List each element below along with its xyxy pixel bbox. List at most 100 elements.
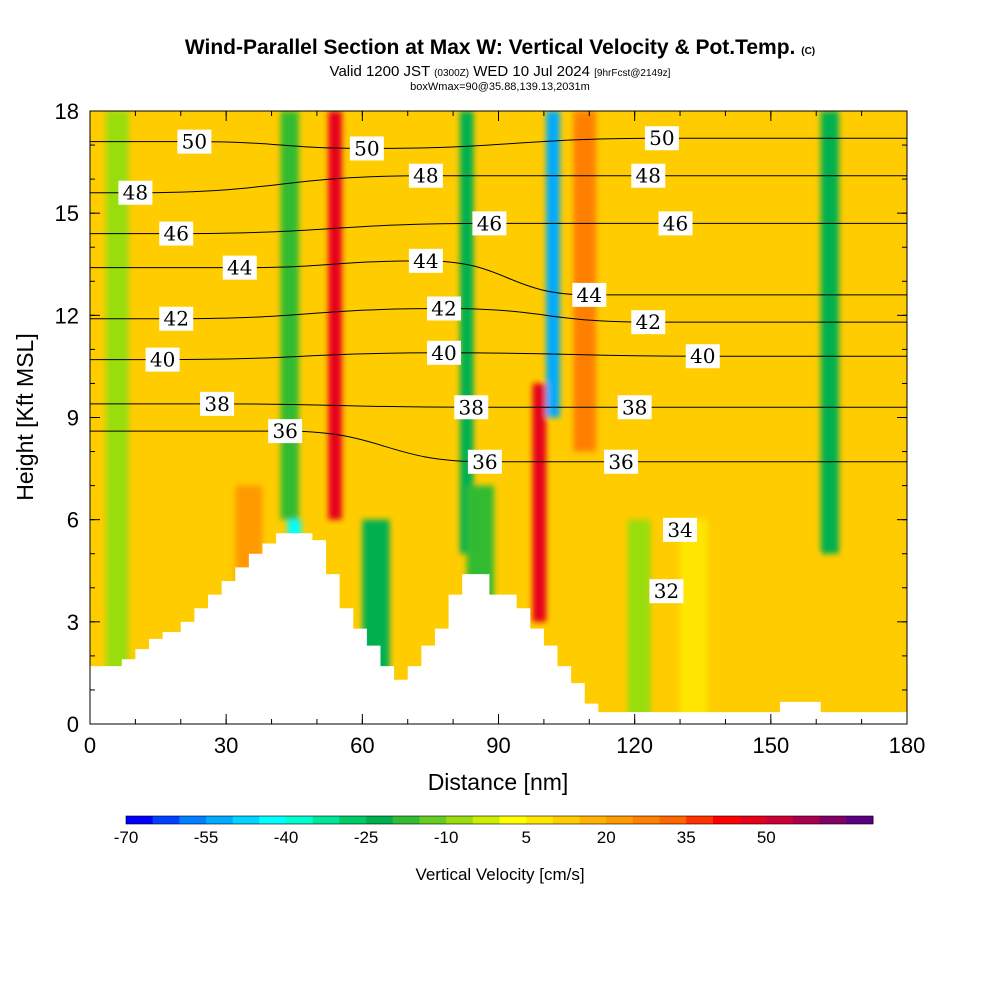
colorbar-swatch [126,816,154,824]
isentrope-label-bg [572,282,607,307]
colorbar-tick-label: -70 [114,828,139,847]
isentrope-label: 44 [408,248,443,273]
colorbar-swatch [472,816,500,824]
isentrope-label-text: 38 [622,395,647,419]
colorbar-swatch [552,816,580,824]
isentrope-label-bg [177,129,212,154]
colorbar-swatch [339,816,367,824]
isentrope-label-text: 48 [123,181,148,205]
isentrope-label-text: 48 [413,164,438,188]
isentrope-label-text: 44 [413,249,438,273]
y-tick-label: 6 [67,508,79,533]
isentrope-label: 36 [268,419,303,444]
y-tick-label: 9 [67,406,79,431]
isentrope-label-text: 40 [150,348,175,372]
colorbar-swatch [659,816,687,824]
isentrope-label: 38 [617,395,652,420]
valid-utc: (0300Z) [434,68,470,79]
isentrope-label-text: 42 [431,297,456,321]
isentrope-label-bg [685,344,720,369]
colorbar-tick-label: -25 [354,828,379,847]
colorbar-swatch [366,816,394,824]
colorbar-swatch [446,816,474,824]
isentrope-label-text: 44 [227,256,252,280]
isentrope-label-bg [649,579,684,604]
isentrope-label-text: 46 [477,211,502,235]
isentrope-label-bg [427,296,462,321]
colorbar-swatch [792,816,821,824]
valid-time: Valid 1200 JST (0300Z) WED 10 Jul 2024 [… [329,63,671,80]
colorbar-swatch [606,816,634,824]
colorbar-swatch [686,816,714,824]
x-tick-label: 180 [889,733,926,758]
chart-title-block: Wind-Parallel Section at Max W: Vertical… [0,36,1000,93]
w-band-11 [546,111,560,418]
colorbar-label: Vertical Velocity [cm/s] [415,865,584,884]
isentrope-label-bg [222,255,257,280]
colorbar-swatch [152,816,180,824]
isentrope-label-bg [268,419,303,444]
w-band-17 [847,553,876,724]
isentrope-label-text: 36 [608,450,633,474]
colorbar-tick-label: 35 [677,828,696,847]
colorbar-swatch [579,816,607,824]
y-tick-label: 12 [55,303,79,328]
x-tick-label: 150 [752,733,789,758]
isentrope-label-bg [658,211,693,236]
w-band-5 [328,111,342,520]
isentrope-label-text: 50 [354,136,379,160]
isentrope-label-text: 40 [431,341,456,365]
y-tick-label: 3 [67,610,79,635]
w-band-13 [627,519,651,724]
x-tick-label: 30 [214,733,238,758]
chart-title: Wind-Parallel Section at Max W: Vertical… [184,36,816,59]
isentrope-label-text: 50 [182,130,207,154]
x-tick-label: 60 [350,733,374,758]
x-tick-label: 90 [486,733,510,758]
w-band-8 [459,111,474,554]
isentrope-label: 40 [685,344,720,369]
w-band-0 [105,111,129,724]
colorbar-swatch [739,816,767,824]
colorbar-frame [125,815,874,825]
terrain-mask [90,533,907,724]
colorbar: -70 -55 -40 -25 -10 5 20 35 50 [114,815,874,847]
isentrope-label: 34 [663,517,698,542]
isentrope-label-bg [159,306,194,331]
isentrope-label-text: 38 [204,392,229,416]
colorbar-swatch [259,816,287,824]
colorbar-tick-label: 20 [597,828,616,847]
colorbar-swatch [419,816,447,824]
isentrope-label: 38 [200,391,235,416]
colorbar-tick-label: 5 [521,828,530,847]
vertical-velocity-field [105,111,880,724]
isentrope-label: 42 [427,296,462,321]
colorbar-swatch [179,816,207,824]
w-band-18 [852,111,880,418]
isentrope-label-bg [631,310,666,335]
isentrope-label-text: 42 [164,307,189,331]
isentrope-label-text: 38 [459,395,484,419]
colorbar-swatch [526,816,554,824]
forecast-info: [9hrFcst@2149z] [594,68,671,79]
w-band-12 [573,111,597,452]
box-info: boxWmax=90@35.88,139.13,2031m [410,81,590,93]
isentrope-label-text: 36 [472,450,497,474]
x-tick-label: 0 [84,733,96,758]
isentrope-label: 46 [472,211,507,236]
isentrope-label-bg [427,340,462,365]
x-tick-label: 120 [616,733,653,758]
y-tick-label: 18 [55,99,79,124]
isentrope-label-bg [145,347,180,372]
colorbar-swatch [766,816,794,824]
colorbar-swatch [499,816,527,824]
isentrope-label-bg [159,221,194,246]
isentrope-label-bg [663,517,698,542]
isentrope-label: 46 [658,211,693,236]
isentrope-label-bg [617,395,652,420]
isentrope-label: 46 [159,221,194,246]
colorbar-swatch [846,816,874,824]
